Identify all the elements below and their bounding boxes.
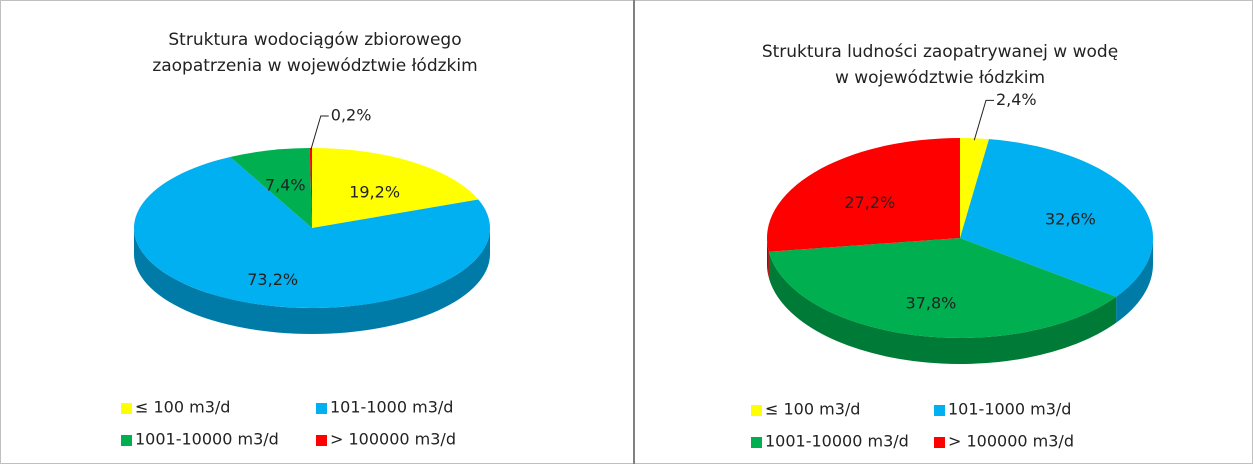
slice-side-shade	[767, 238, 769, 278]
data-label: 0,2%	[331, 106, 372, 125]
slice	[767, 137, 960, 252]
legend-label: 101-1000 m3/d	[948, 400, 1071, 419]
slice	[230, 148, 312, 228]
legend-swatch	[751, 437, 762, 448]
slice	[133, 156, 491, 308]
slice	[312, 148, 479, 228]
slice	[960, 138, 989, 238]
chart-title: Struktura ludności zaopatrywanej w wodę	[762, 42, 1118, 62]
slice-side	[1116, 238, 1153, 323]
legend-label: ≤ 100 m3/d	[765, 400, 860, 419]
legend-swatch	[934, 405, 945, 416]
chart-title: Struktura wodociągów zbiorowego	[168, 30, 461, 50]
slice-side	[134, 228, 490, 334]
slice-side-shade	[134, 228, 490, 334]
slice	[309, 148, 312, 228]
data-label: 37,8%	[906, 294, 957, 313]
data-label: 73,2%	[247, 270, 298, 289]
leader-line	[310, 115, 329, 150]
legend-swatch	[751, 405, 762, 416]
slice	[960, 139, 1153, 297]
slice-side	[768, 251, 1117, 364]
legend-label: ≤ 100 m3/d	[135, 398, 230, 417]
slice-side-shade	[768, 251, 1117, 364]
chart-title: w województwie łódzkim	[835, 68, 1045, 88]
legend-swatch	[316, 403, 327, 414]
slice-side	[767, 238, 769, 278]
legend-swatch	[121, 435, 132, 446]
legend-label: 1001-10000 m3/d	[765, 432, 909, 451]
slice	[768, 238, 1117, 339]
data-label: 7,4%	[265, 175, 306, 194]
data-label: 2,4%	[996, 90, 1037, 109]
legend-swatch	[121, 403, 132, 414]
legend-label: 101-1000 m3/d	[330, 398, 453, 417]
data-label: 27,2%	[844, 193, 895, 212]
legend-swatch	[316, 435, 327, 446]
legend-swatch	[934, 437, 945, 448]
legend-label: 1001-10000 m3/d	[135, 430, 279, 449]
data-label: 32,6%	[1045, 210, 1096, 229]
chart-title: zaopatrzenia w województwie łódzkim	[152, 56, 477, 76]
slice-side-shade	[1116, 238, 1153, 323]
legend-label: > 100000 m3/d	[330, 430, 456, 449]
legend-label: > 100000 m3/d	[948, 432, 1074, 451]
data-label: 19,2%	[349, 183, 400, 202]
leader-line	[973, 99, 994, 141]
